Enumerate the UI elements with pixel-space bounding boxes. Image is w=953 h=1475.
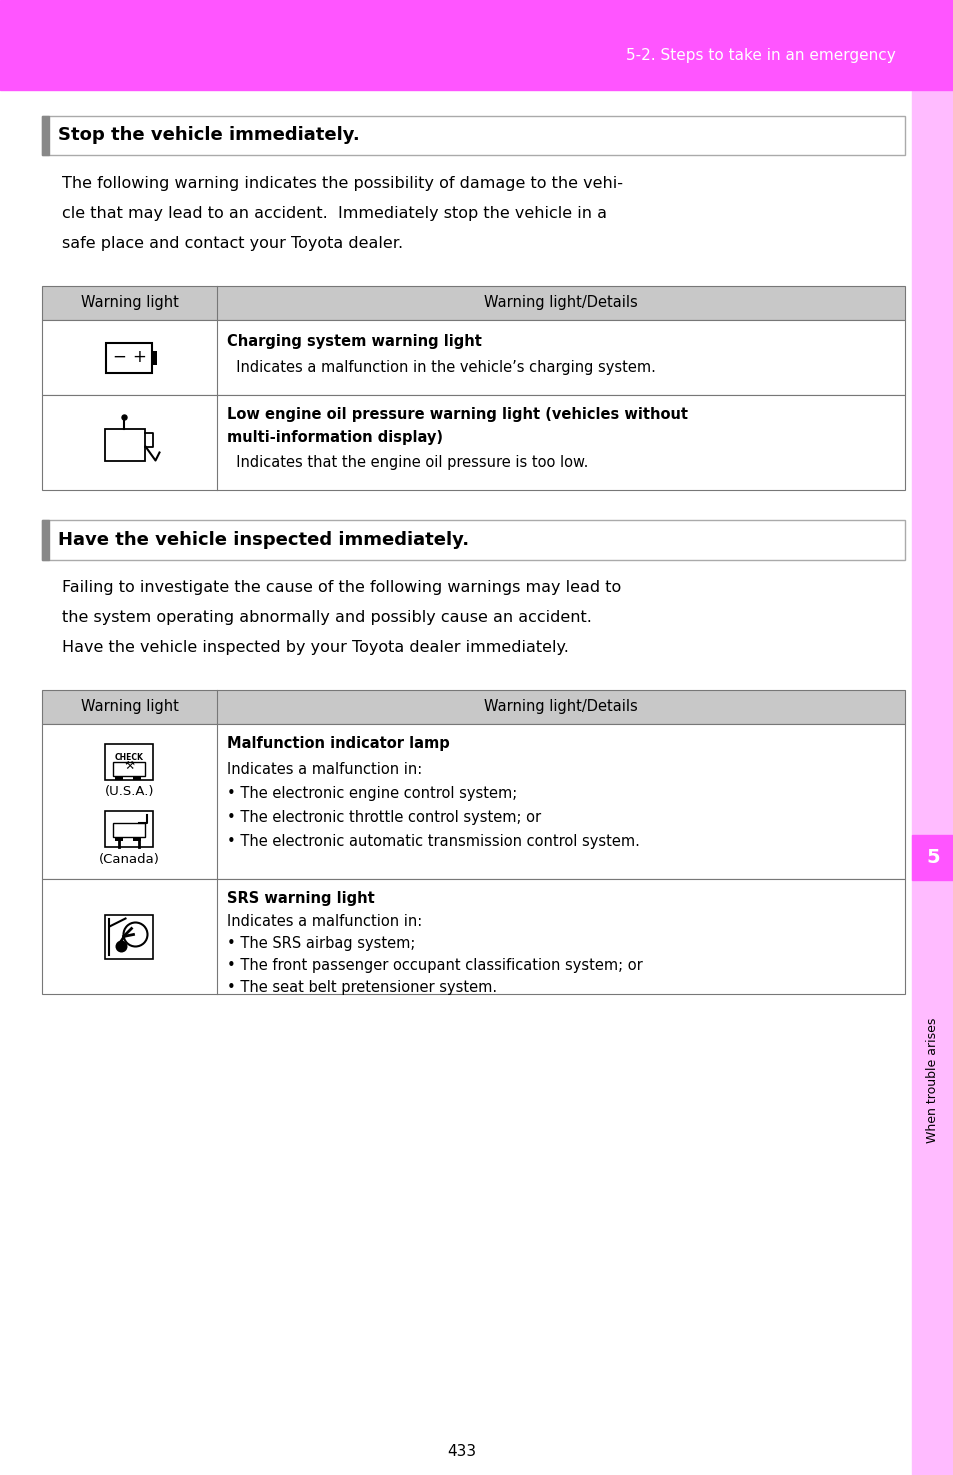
Bar — [107, 342, 152, 373]
Text: −: − — [112, 348, 127, 366]
Text: Charging system warning light: Charging system warning light — [227, 333, 481, 350]
Circle shape — [115, 941, 128, 953]
Bar — [106, 429, 146, 460]
Text: SRS warning light: SRS warning light — [227, 891, 375, 906]
Bar — [113, 823, 146, 836]
Text: • The seat belt pretensioner system.: • The seat belt pretensioner system. — [227, 979, 497, 996]
Text: 433: 433 — [447, 1444, 476, 1459]
Text: Indicates a malfunction in the vehicle’s charging system.: Indicates a malfunction in the vehicle’s… — [227, 360, 656, 375]
Text: Indicates a malfunction in:: Indicates a malfunction in: — [227, 914, 422, 929]
Text: The following warning indicates the possibility of damage to the vehi-: The following warning indicates the poss… — [62, 176, 622, 190]
Circle shape — [123, 922, 148, 947]
Text: When trouble arises: When trouble arises — [925, 1018, 939, 1143]
Bar — [911, 90, 953, 1475]
Text: CHECK: CHECK — [115, 754, 144, 763]
Text: • The electronic throttle control system; or: • The electronic throttle control system… — [227, 810, 540, 825]
Bar — [42, 117, 49, 155]
Text: Have the vehicle inspected by your Toyota dealer immediately.: Have the vehicle inspected by your Toyot… — [62, 640, 568, 655]
Bar — [0, 0, 953, 90]
Text: Have the vehicle inspected immediately.: Have the vehicle inspected immediately. — [58, 531, 469, 549]
Text: Failing to investigate the cause of the following warnings may lead to: Failing to investigate the cause of the … — [62, 580, 620, 594]
Text: Stop the vehicle immediately.: Stop the vehicle immediately. — [58, 127, 359, 145]
Bar — [42, 521, 49, 560]
Text: safe place and contact your Toyota dealer.: safe place and contact your Toyota deale… — [62, 236, 403, 251]
Text: Warning light/Details: Warning light/Details — [483, 699, 638, 714]
Bar — [106, 914, 153, 959]
Text: the system operating abnormally and possibly cause an accident.: the system operating abnormally and poss… — [62, 611, 591, 625]
Text: • The SRS airbag system;: • The SRS airbag system; — [227, 937, 415, 951]
Text: (Canada): (Canada) — [99, 853, 160, 866]
Text: • The front passenger occupant classification system; or: • The front passenger occupant classific… — [227, 957, 642, 974]
Text: cle that may lead to an accident.  Immediately stop the vehicle in a: cle that may lead to an accident. Immedi… — [62, 207, 606, 221]
Text: ⚒: ⚒ — [125, 761, 134, 771]
Text: Warning light: Warning light — [80, 699, 178, 714]
Bar — [133, 836, 141, 841]
Bar — [113, 763, 146, 776]
Bar — [115, 774, 123, 780]
Text: 5-2. Steps to take in an emergency: 5-2. Steps to take in an emergency — [625, 49, 895, 63]
Bar — [42, 286, 904, 320]
Text: Warning light/Details: Warning light/Details — [483, 295, 638, 311]
Circle shape — [122, 414, 127, 420]
Bar — [106, 811, 153, 847]
Text: (U.S.A.): (U.S.A.) — [105, 786, 154, 798]
Bar — [42, 320, 904, 395]
Text: Indicates a malfunction in:: Indicates a malfunction in: — [227, 763, 422, 777]
Bar — [42, 690, 904, 724]
Text: • The electronic automatic transmission control system.: • The electronic automatic transmission … — [227, 833, 639, 850]
Text: 5: 5 — [925, 848, 939, 867]
Bar — [133, 774, 141, 780]
Bar — [42, 117, 904, 155]
Text: Low engine oil pressure warning light (vehicles without: Low engine oil pressure warning light (v… — [227, 407, 687, 422]
Text: • The electronic engine control system;: • The electronic engine control system; — [227, 786, 517, 801]
Text: +: + — [132, 348, 146, 366]
Text: Warning light: Warning light — [80, 295, 178, 311]
Bar — [42, 521, 904, 560]
Bar — [42, 395, 904, 490]
Text: Indicates that the engine oil pressure is too low.: Indicates that the engine oil pressure i… — [227, 454, 588, 471]
Bar — [152, 351, 157, 364]
Bar — [115, 836, 123, 841]
Bar — [42, 724, 904, 879]
Bar — [42, 879, 904, 994]
Text: multi-information display): multi-information display) — [227, 431, 442, 445]
Bar — [911, 835, 953, 881]
Bar — [106, 743, 153, 780]
Text: Malfunction indicator lamp: Malfunction indicator lamp — [227, 736, 449, 751]
